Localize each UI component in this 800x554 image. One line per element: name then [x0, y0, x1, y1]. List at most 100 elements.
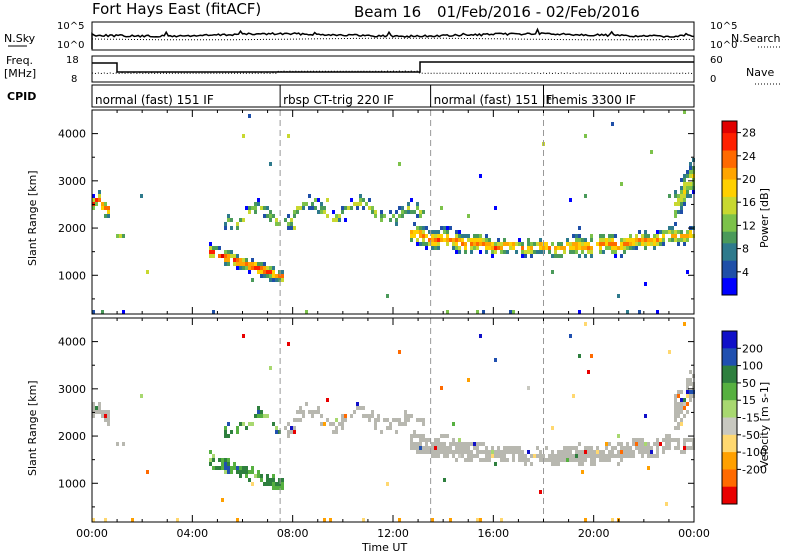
range-gate-cell — [311, 206, 314, 210]
colorbar-segment — [722, 289, 737, 296]
range-gate-cell — [224, 254, 227, 258]
range-gate-cell — [563, 458, 566, 462]
range-gate-cell — [107, 410, 110, 414]
range-gate-cell — [425, 442, 428, 446]
range-gate-cell — [455, 238, 458, 242]
range-gate-cell — [620, 446, 623, 450]
range-gate-cell — [323, 206, 326, 210]
range-gate-cell — [452, 438, 455, 442]
range-gate-cell — [650, 150, 653, 154]
range-gate-cell — [686, 270, 689, 274]
range-gate-cell — [500, 458, 503, 462]
range-gate-cell — [581, 246, 584, 250]
range-gate-cell — [467, 454, 470, 458]
range-gate-cell — [278, 430, 281, 434]
range-gate-cell — [368, 414, 371, 418]
range-gate-cell — [140, 394, 143, 398]
range-gate-cell — [527, 238, 530, 242]
range-gate-cell — [440, 206, 443, 210]
range-gate-cell — [269, 366, 272, 370]
range-gate-cell — [245, 466, 248, 470]
range-gate-cell — [260, 410, 263, 414]
range-gate-cell — [551, 426, 554, 430]
range-gate-cell — [572, 458, 575, 462]
range-gate-cell — [380, 214, 383, 218]
range-gate-cell — [458, 454, 461, 458]
range-gate-cell — [212, 254, 215, 258]
range-gate-cell — [209, 450, 212, 454]
range-gate-cell — [287, 222, 290, 226]
range-gate-cell — [332, 210, 335, 214]
range-gate-cell — [554, 454, 557, 458]
range-gate-cell — [656, 238, 659, 242]
range-gate-cell — [395, 418, 398, 422]
range-gate-cell — [212, 458, 215, 462]
range-gate-cell — [599, 250, 602, 254]
x-tick-label: 00:00 — [678, 527, 710, 540]
range-gate-cell — [578, 234, 581, 238]
range-gate-cell — [428, 238, 431, 242]
range-gate-cell — [281, 478, 284, 482]
range-gate-cell — [656, 438, 659, 442]
range-gate-cell — [266, 482, 269, 486]
range-gate-cell — [98, 198, 101, 202]
range-gate-cell — [611, 122, 614, 126]
range-gate-cell — [638, 242, 641, 246]
range-gate-cell — [584, 454, 587, 458]
range-gate-cell — [680, 238, 683, 242]
range-gate-cell — [365, 202, 368, 206]
range-gate-cell — [467, 214, 470, 218]
range-gate-cell — [107, 210, 110, 214]
range-gate-cell — [287, 430, 290, 434]
noise-panel: N.Sky 10^5 10^0 10^5 10^0 N.Search — [4, 21, 782, 51]
y-tick-label: 2000 — [58, 430, 86, 443]
range-gate-cell — [467, 234, 470, 238]
range-gate-cell — [602, 454, 605, 458]
range-gate-cell — [542, 246, 545, 250]
range-gate-cell — [623, 454, 626, 458]
range-gate-cell — [215, 246, 218, 250]
range-gate-cell — [674, 446, 677, 450]
range-gate-cell — [521, 246, 524, 250]
range-gate-cell — [545, 246, 548, 250]
range-gate-cell — [362, 414, 365, 418]
range-gate-cell — [272, 266, 275, 270]
range-gate-cell — [404, 414, 407, 418]
range-gate-cell — [575, 246, 578, 250]
range-gate-cell — [413, 434, 416, 438]
range-gate-cell — [497, 454, 500, 458]
range-gate-cell — [656, 230, 659, 234]
range-gate-cell — [683, 414, 686, 418]
range-gate-cell — [572, 234, 575, 238]
range-gate-cell — [476, 454, 479, 458]
range-gate-cell — [614, 254, 617, 258]
range-gate-cell — [260, 262, 263, 266]
range-gate-cell — [584, 322, 587, 326]
range-gate-cell — [104, 214, 107, 218]
range-gate-cell — [488, 238, 491, 242]
range-gate-cell — [446, 242, 449, 246]
range-gate-cell — [458, 446, 461, 450]
range-gate-cell — [680, 402, 683, 406]
range-gate-cell — [248, 270, 251, 274]
range-gate-cell — [338, 218, 341, 222]
colorbar-tick-label: 20 — [742, 173, 756, 186]
range-gate-cell — [557, 458, 560, 462]
range-gate-cell — [296, 418, 299, 422]
range-gate-cell — [266, 414, 269, 418]
range-gate-cell — [479, 458, 482, 462]
range-gate-cell — [263, 206, 266, 210]
range-gate-cell — [563, 454, 566, 458]
range-gate-cell — [671, 438, 674, 442]
range-gate-cell — [686, 446, 689, 450]
range-gate-cell — [452, 454, 455, 458]
range-gate-cell — [344, 206, 347, 210]
range-gate-cell — [290, 226, 293, 230]
range-gate-cell — [272, 474, 275, 478]
range-gate-cell — [689, 162, 692, 166]
range-gate-cell — [374, 210, 377, 214]
range-gate-cell — [620, 242, 623, 246]
range-gate-cell — [302, 202, 305, 206]
range-gate-cell — [527, 250, 530, 254]
range-gate-cell — [581, 242, 584, 246]
